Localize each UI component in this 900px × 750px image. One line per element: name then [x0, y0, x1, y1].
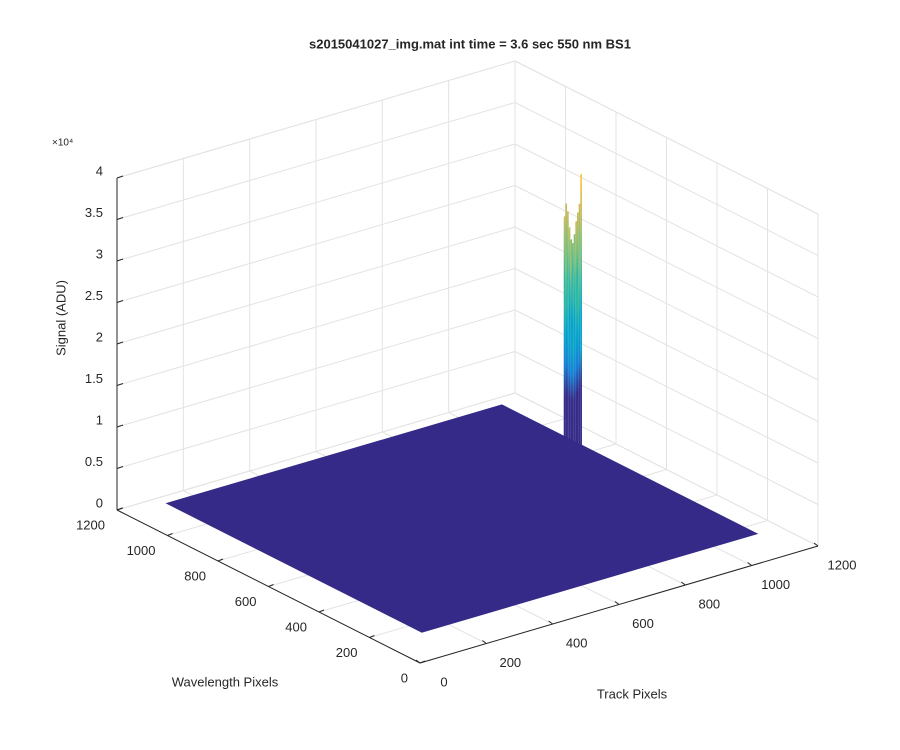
- grid-line: [116, 392, 516, 511]
- z-tick: [116, 424, 124, 428]
- x-axis-label: Track Pixels: [597, 686, 668, 701]
- grid-line: [514, 143, 819, 298]
- y-axis-label: Wavelength Pixels: [172, 674, 279, 689]
- x-tick: [747, 562, 752, 566]
- z-tick-label: 3: [96, 246, 103, 261]
- x-tick: [415, 659, 421, 664]
- z-tick-label: 4: [96, 163, 103, 178]
- x-tick-label: 400: [566, 635, 588, 650]
- y-tick-label: 400: [285, 619, 307, 634]
- y-tick: [217, 558, 224, 562]
- y-tick: [318, 609, 325, 613]
- x-tick-label: 1000: [761, 577, 790, 592]
- grid-line: [116, 309, 516, 428]
- z-exponent: ×10⁴: [52, 138, 73, 149]
- y-tick-label: 1200: [76, 517, 105, 532]
- x-tick-label: 0: [440, 674, 447, 689]
- spike-column: [567, 211, 569, 457]
- z-tick-label: 0.5: [85, 454, 103, 469]
- y-tick-label: 200: [336, 645, 358, 660]
- z-tick: [116, 258, 124, 262]
- box-edge: [116, 60, 516, 179]
- x-tick-label: 600: [632, 616, 654, 631]
- spike-column: [573, 233, 576, 455]
- grid-line: [116, 351, 516, 469]
- z-tick: [116, 300, 124, 303]
- x-tick: [681, 581, 686, 586]
- spike-column: [572, 242, 574, 455]
- z-tick-label: 3.5: [85, 205, 103, 220]
- y-tick: [167, 533, 173, 536]
- spike-column: [565, 203, 568, 457]
- grid-line: [116, 143, 516, 262]
- z-axis-label: Signal (ADU): [53, 280, 68, 356]
- x-tick: [614, 601, 620, 605]
- spike-column: [568, 227, 571, 456]
- x-tick: [813, 542, 819, 547]
- grid-line: [116, 185, 516, 303]
- y-tick-label: 600: [235, 594, 257, 609]
- x-tick: [548, 620, 553, 625]
- y-tick: [369, 635, 375, 638]
- y-tick: [268, 584, 274, 587]
- z-tick: [116, 175, 124, 179]
- spike-column: [570, 239, 573, 456]
- x-tick-label: 1200: [828, 557, 857, 572]
- z-tick-label: 1: [96, 412, 103, 427]
- chart-title: s2015041027_img.mat int time = 3.6 sec 5…: [309, 36, 631, 51]
- z-tick-label: 2.5: [85, 288, 103, 303]
- x-tick: [482, 640, 487, 644]
- grid-line: [514, 102, 819, 256]
- spike-column: [563, 216, 566, 458]
- spike-column: [575, 221, 577, 454]
- z-tick: [116, 383, 124, 386]
- box-edge: [514, 60, 819, 215]
- grid-line: [116, 102, 516, 220]
- z-tick: [116, 341, 124, 345]
- x-tick-label: 200: [499, 655, 521, 670]
- y-tick: [419, 660, 426, 664]
- surface: [165, 404, 759, 633]
- y-tick-label: 800: [184, 568, 206, 583]
- x-tick-label: 800: [698, 596, 720, 611]
- z-tick: [116, 217, 124, 220]
- z-tick-label: 2: [96, 329, 103, 344]
- z-tick: [116, 466, 124, 469]
- z-tick-label: 0: [96, 495, 103, 510]
- spike-column: [578, 203, 581, 453]
- grid-line: [116, 226, 516, 345]
- spike-column: [576, 212, 579, 454]
- y-tick-label: 0: [401, 670, 408, 685]
- y-tick: [116, 507, 123, 511]
- y-tick-label: 1000: [127, 543, 156, 558]
- grid-line: [116, 268, 516, 386]
- z-tick-label: 1.5: [85, 371, 103, 386]
- spike-column: [580, 173, 582, 453]
